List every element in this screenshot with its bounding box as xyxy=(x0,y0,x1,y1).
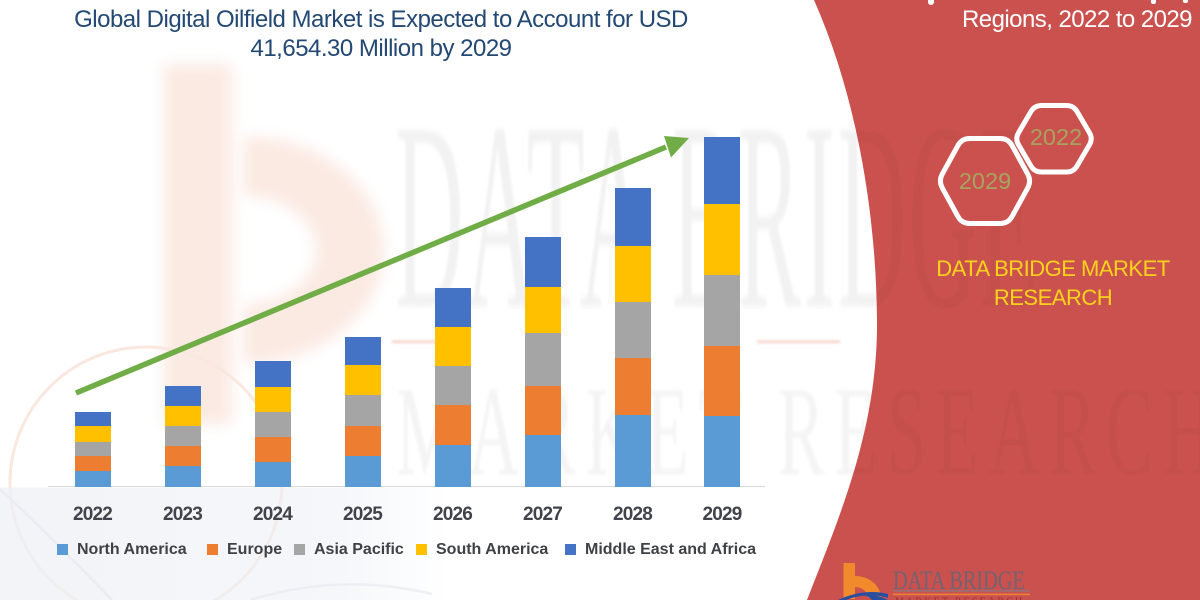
svg-text:MARKET RESEARCH: MARKET RESEARCH xyxy=(895,596,1024,600)
